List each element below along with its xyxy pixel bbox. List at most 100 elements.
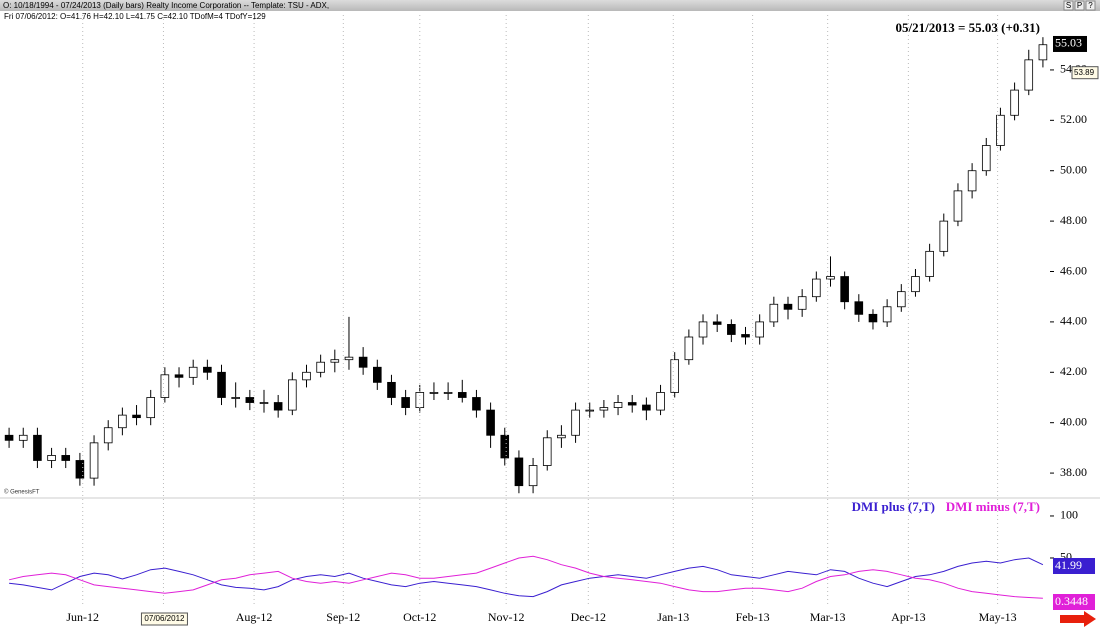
button-label[interactable]: S (1066, 1, 1071, 10)
candle (854, 294, 864, 322)
candle (118, 407, 127, 436)
candle-body (231, 397, 240, 399)
scroll-arrow[interactable] (1060, 611, 1096, 627)
candle (89, 435, 99, 486)
candle (443, 382, 453, 401)
candle-body (288, 379, 297, 411)
candle-body (684, 336, 694, 361)
candle-body (457, 392, 467, 398)
candle (273, 394, 283, 418)
candle-body (1038, 44, 1048, 61)
candle-body (741, 334, 750, 338)
candle-body (373, 366, 382, 383)
candle (925, 243, 934, 282)
candle (4, 427, 14, 448)
y-tick-label: 42.00 (1060, 364, 1087, 378)
x-tick-label: Jan-13 (657, 610, 689, 624)
candle-body (656, 392, 665, 411)
candle (174, 367, 184, 388)
candle (557, 425, 566, 448)
candle (47, 447, 56, 469)
candle (75, 452, 85, 486)
candle-body (259, 402, 269, 404)
button[interactable] (1063, 0, 1074, 11)
candle-body (387, 381, 396, 398)
candle-body (826, 276, 835, 280)
button[interactable] (1085, 0, 1096, 11)
candle-body (528, 465, 538, 487)
candle-body (4, 434, 14, 441)
current-value-box (1053, 594, 1095, 610)
candle (585, 402, 595, 418)
x-tick-label: Nov-12 (488, 610, 525, 624)
candle (528, 457, 538, 494)
candle (358, 347, 368, 375)
button-label[interactable]: P (1077, 1, 1082, 10)
candle (457, 379, 467, 403)
candle (656, 384, 665, 416)
candle-body (273, 402, 283, 411)
candle (769, 296, 779, 327)
candle-body (429, 392, 439, 394)
candle (684, 329, 694, 365)
info-line: Fri 07/06/2012: O=41.76 H=42.10 L=41.75 … (4, 12, 266, 21)
candle (259, 389, 269, 413)
legend-entry: DMI minus (7,T) (946, 499, 1040, 514)
candle (61, 447, 71, 469)
candle (500, 427, 510, 466)
candle (797, 289, 807, 317)
candle (387, 374, 396, 406)
cursor-label: 07/06/2012 (144, 614, 185, 623)
candle-body (755, 321, 764, 338)
y-tick-label: 50.00 (1060, 162, 1087, 176)
candle-body (585, 409, 595, 412)
current-value-label: 41.99 (1055, 558, 1082, 572)
candle (670, 352, 679, 398)
candle-body (358, 356, 368, 368)
x-tick-label: Feb-13 (736, 610, 770, 624)
candle-body (854, 301, 864, 315)
candle (939, 213, 949, 257)
candle-body (203, 366, 212, 373)
candle (188, 359, 198, 385)
current-value-label: 0.3448 (1055, 594, 1088, 608)
candle (415, 384, 425, 413)
candle-body (557, 434, 566, 439)
marker-price-label: 53.89 (1074, 68, 1095, 77)
dmi-line (9, 557, 1044, 598)
x-tick-label: May-13 (979, 610, 1017, 624)
candle-body (698, 321, 708, 338)
button-label[interactable]: ? (1088, 1, 1093, 10)
candle (642, 397, 651, 421)
window-buttons: S P ? (1063, 0, 1096, 11)
candle-body (897, 291, 906, 308)
candle (981, 137, 991, 176)
candle (1010, 82, 1019, 121)
candle-body (868, 313, 878, 323)
candle (18, 427, 28, 448)
candle-body (443, 392, 453, 394)
candle-body (330, 359, 340, 363)
y-tick-label: 44.00 (1060, 314, 1087, 328)
candle (217, 364, 226, 406)
candle (613, 394, 623, 416)
candle-body (571, 409, 580, 436)
button[interactable] (1074, 0, 1085, 11)
candle-body (33, 434, 42, 461)
candle-body (316, 361, 325, 373)
x-tick-label: Mar-13 (810, 610, 846, 624)
candle-body (18, 434, 28, 441)
candle (103, 420, 113, 451)
candle-body (47, 455, 56, 461)
candle (967, 163, 977, 199)
candle (897, 284, 906, 312)
last-price-label: 55.03 (1055, 36, 1082, 50)
candle-body (160, 374, 170, 398)
candle-body (981, 145, 991, 172)
candle-body (712, 321, 722, 325)
candle-body (769, 303, 779, 323)
candle-body (1024, 59, 1034, 91)
y-tick-label: 48.00 (1060, 213, 1087, 227)
candle (132, 405, 141, 426)
